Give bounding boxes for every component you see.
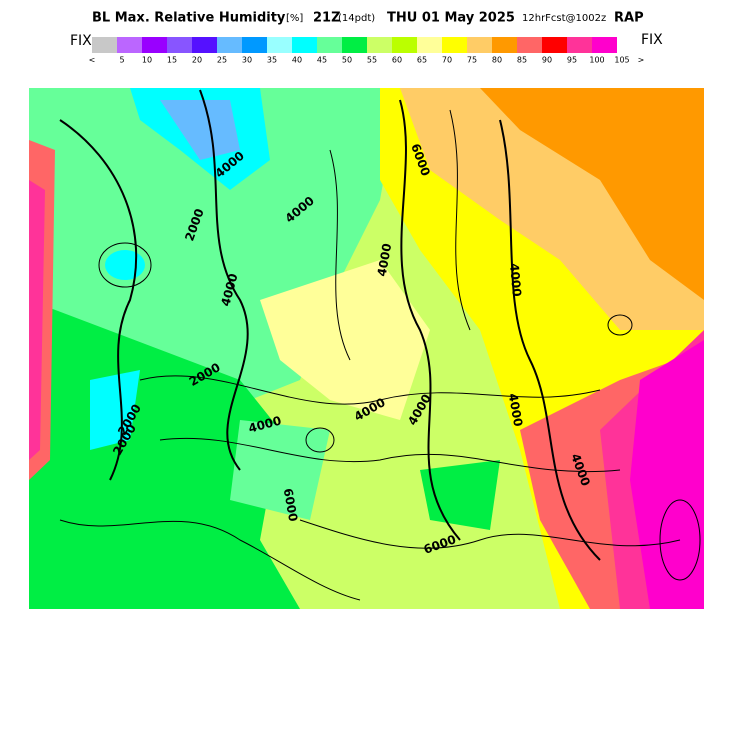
contour-label: 6000 xyxy=(281,487,301,522)
local-time: (14pdt) xyxy=(338,13,375,24)
colorbar-label: 65 xyxy=(417,56,427,65)
swatch xyxy=(517,37,542,53)
swatch xyxy=(92,37,117,53)
colorbar-label: 20 xyxy=(192,56,202,65)
swatch xyxy=(267,37,292,53)
forecast: 12hrFcst@1002z xyxy=(522,13,606,24)
colorbar-label: 55 xyxy=(367,56,377,65)
swatch xyxy=(292,37,317,53)
swatch xyxy=(342,37,367,53)
fix-left: FIX xyxy=(70,33,92,49)
swatch xyxy=(242,37,267,53)
colorbar-label: 70 xyxy=(442,56,452,65)
colorbar-label: 30 xyxy=(242,56,252,65)
swatch xyxy=(467,37,492,53)
colorbar-label: 35 xyxy=(267,56,277,65)
colorbar-label: 15 xyxy=(167,56,177,65)
model: RAP xyxy=(614,11,644,26)
swatch xyxy=(542,37,567,53)
swatch xyxy=(592,37,617,53)
swatch xyxy=(442,37,467,53)
swatch xyxy=(217,37,242,53)
units: [%] xyxy=(286,13,303,24)
swatch xyxy=(567,37,592,53)
contour-label: 4000 xyxy=(375,242,395,277)
swatch xyxy=(142,37,167,53)
colorbar-label: 95 xyxy=(567,56,577,65)
swatch xyxy=(167,37,192,53)
colorbar-label: > xyxy=(638,56,645,65)
colorbar-label: 90 xyxy=(542,56,552,65)
colorbar-label: 60 xyxy=(392,56,402,65)
swatch xyxy=(192,37,217,53)
colorbar-label: 100 xyxy=(589,56,604,65)
colorbar-label: 25 xyxy=(217,56,227,65)
time: 21Z xyxy=(313,11,341,26)
colorbar-label: 5 xyxy=(119,56,124,65)
colorbar-label: 40 xyxy=(292,56,302,65)
swatch xyxy=(417,37,442,53)
fix-right: FIX xyxy=(641,32,663,48)
swatch xyxy=(317,37,342,53)
colorbar-label: 85 xyxy=(517,56,527,65)
swatch xyxy=(492,37,517,53)
colorbar: <5 10 15 20 25 30 35 40 45 50 55 60 65 70 75 80 85 90 95 10… xyxy=(89,37,645,65)
swatch xyxy=(367,37,392,53)
colorbar-label: < xyxy=(89,56,96,65)
colorbar-label: 50 xyxy=(342,56,352,65)
colorbar-label: 75 xyxy=(467,56,477,65)
colorbar-label: 105 xyxy=(614,56,629,65)
date: THU 01 May 2025 xyxy=(387,11,515,26)
colorbar-label: 10 xyxy=(142,56,152,65)
contour-label: 4000 xyxy=(506,392,526,427)
colorbar-label: 45 xyxy=(317,56,327,65)
colorbar-label: 80 xyxy=(492,56,502,65)
swatch xyxy=(392,37,417,53)
contour-label: 4000 xyxy=(507,263,524,297)
swatch xyxy=(117,37,142,53)
title: BL Max. Relative Humidity xyxy=(92,11,286,26)
